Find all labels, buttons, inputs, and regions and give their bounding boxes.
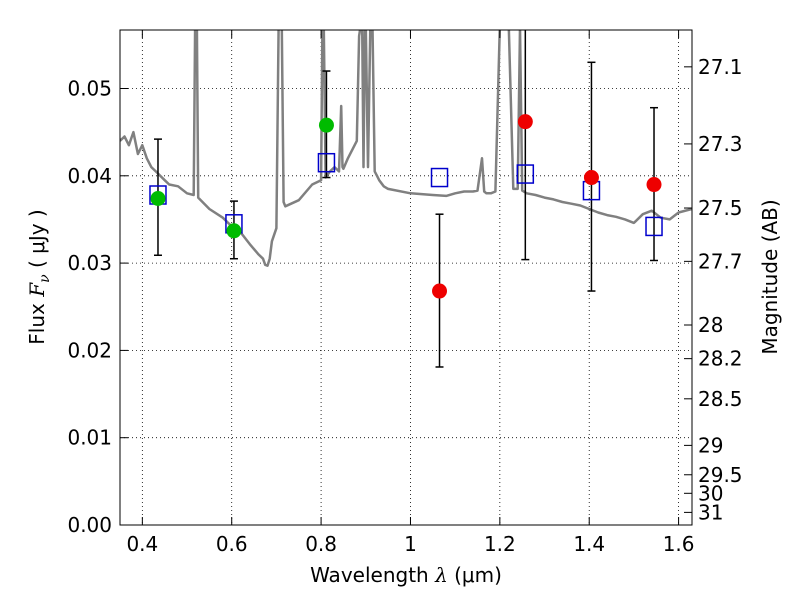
red-data-point	[432, 283, 448, 299]
x-tick-label: 1.2	[484, 532, 516, 556]
red-data-point	[583, 170, 599, 186]
y2-tick-label: 27.3	[698, 132, 743, 156]
grid-lines	[120, 30, 692, 526]
y2-tick-label: 27.5	[698, 196, 743, 220]
x-tick-label: 0.4	[126, 532, 158, 556]
y-axis-label: Flux Fν ( μJy )	[25, 209, 53, 344]
plot-frame	[119, 29, 693, 526]
y-tick-label: 0.01	[67, 426, 112, 450]
x-tick-label: 1.4	[573, 532, 605, 556]
y-tick-label: 0.03	[67, 251, 112, 275]
y-tick-label: 0.05	[67, 76, 112, 100]
y-tick-label: 0.00	[67, 513, 112, 537]
x-axis-label: Wavelength λ (μm)	[310, 563, 502, 587]
model-square-point	[645, 216, 663, 237]
x-tick-label: 0.8	[305, 532, 337, 556]
y-tick-label: 0.02	[67, 338, 112, 362]
y2-tick-label: 30	[698, 481, 723, 505]
y2-tick-label: 28	[698, 313, 723, 337]
y2-tick-label: 27.1	[698, 55, 743, 79]
green-data-point	[150, 190, 166, 206]
model-square-point	[317, 152, 336, 173]
y2-tick-label: 27.7	[698, 249, 743, 273]
y2-tick-label: 28.5	[698, 387, 743, 411]
green-data-point	[318, 117, 334, 133]
red-data-point	[517, 114, 533, 130]
y2-axis-label: Magnitude (AB)	[758, 199, 782, 354]
red-data-point	[646, 177, 662, 193]
axis-ticks: 0.4 0.6 0.8 1 1.2 1.4 1.6 0.00 0.01 0.02 0.03 0.04 0…	[67, 30, 743, 556]
y2-tick-label: 29	[698, 433, 723, 457]
x-tick-label: 1	[404, 532, 417, 556]
plot-area	[120, 30, 692, 368]
green-data-point	[226, 223, 242, 239]
x-tick-label: 1.6	[663, 532, 695, 556]
y2-tick-label: 29.5	[698, 463, 743, 487]
model-spectrum-line	[120, 30, 692, 267]
model-square-point	[516, 164, 535, 184]
error-bars	[153, 30, 659, 368]
y-tick-label: 0.04	[67, 164, 112, 188]
y2-tick-label: 31	[698, 500, 723, 524]
model-square-point	[430, 167, 449, 188]
x-tick-label: 0.6	[216, 532, 248, 556]
y2-tick-label: 28.2	[698, 347, 743, 371]
